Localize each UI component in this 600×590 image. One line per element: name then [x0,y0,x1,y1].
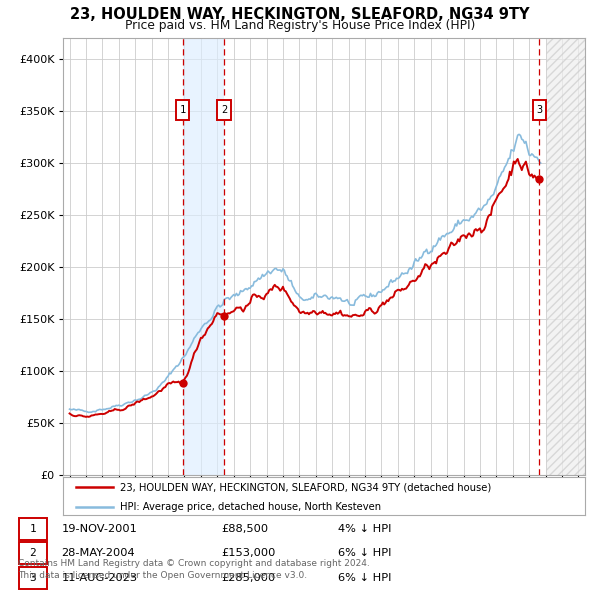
Text: Contains HM Land Registry data © Crown copyright and database right 2024.: Contains HM Land Registry data © Crown c… [18,559,370,568]
Text: £88,500: £88,500 [221,525,269,535]
Text: £153,000: £153,000 [221,549,276,558]
Text: 19-NOV-2001: 19-NOV-2001 [61,525,137,535]
Text: 4% ↓ HPI: 4% ↓ HPI [338,525,391,535]
FancyBboxPatch shape [19,518,47,540]
Text: 23, HOULDEN WAY, HECKINGTON, SLEAFORD, NG34 9TY: 23, HOULDEN WAY, HECKINGTON, SLEAFORD, N… [70,7,530,22]
Bar [545,38,585,475]
Text: Price paid vs. HM Land Registry's House Price Index (HPI): Price paid vs. HM Land Registry's House … [125,19,475,32]
Text: 11-AUG-2023: 11-AUG-2023 [61,572,137,582]
FancyBboxPatch shape [533,100,546,120]
Text: £285,000: £285,000 [221,572,276,582]
Text: 2: 2 [221,105,227,115]
FancyBboxPatch shape [176,100,189,120]
Text: 6% ↓ HPI: 6% ↓ HPI [338,572,391,582]
Text: 23, HOULDEN WAY, HECKINGTON, SLEAFORD, NG34 9TY (detached house): 23, HOULDEN WAY, HECKINGTON, SLEAFORD, N… [121,482,491,492]
Text: 28-MAY-2004: 28-MAY-2004 [61,549,135,558]
FancyBboxPatch shape [19,542,47,565]
Text: 2: 2 [29,549,37,558]
Text: 1: 1 [29,525,37,535]
Text: This data is licensed under the Open Government Licence v3.0.: This data is licensed under the Open Gov… [18,571,307,580]
FancyBboxPatch shape [19,566,47,589]
Text: HPI: Average price, detached house, North Kesteven: HPI: Average price, detached house, Nort… [121,502,382,512]
Text: 3: 3 [536,105,542,115]
Text: 6% ↓ HPI: 6% ↓ HPI [338,549,391,558]
FancyBboxPatch shape [217,100,230,120]
Bar [182,38,224,475]
Text: 1: 1 [179,105,185,115]
Text: 3: 3 [29,572,37,582]
